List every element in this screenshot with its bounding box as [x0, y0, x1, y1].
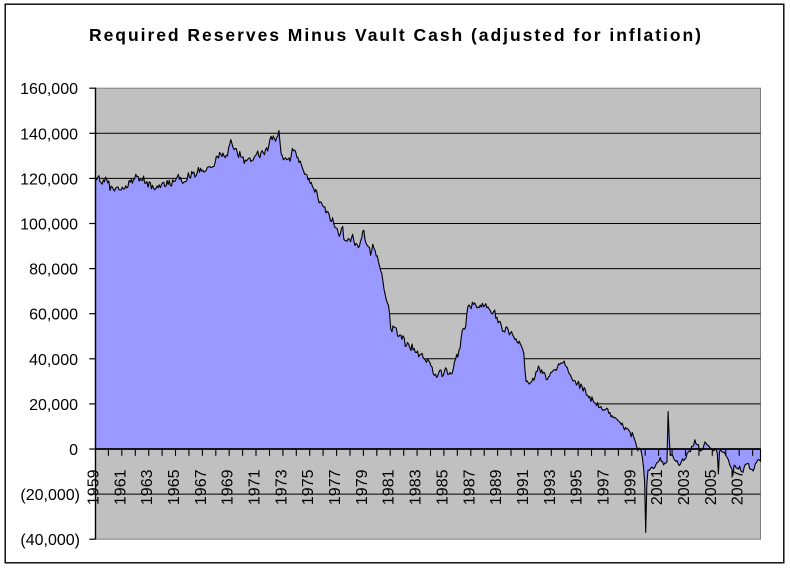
svg-text:1985: 1985	[434, 469, 451, 505]
svg-text:1975: 1975	[300, 469, 317, 505]
svg-text:120,000: 120,000	[20, 171, 78, 188]
svg-text:1995: 1995	[569, 469, 586, 505]
svg-text:80,000: 80,000	[29, 262, 78, 279]
svg-text:2005: 2005	[703, 469, 720, 505]
svg-text:(40,000): (40,000)	[20, 532, 80, 549]
svg-text:1989: 1989	[488, 469, 505, 505]
svg-text:Required Reserves Minus Vault: Required Reserves Minus Vault Cash (adju…	[89, 25, 701, 45]
svg-text:20,000: 20,000	[29, 397, 78, 414]
svg-text:1963: 1963	[139, 469, 156, 505]
svg-text:1965: 1965	[166, 469, 183, 505]
svg-text:1997: 1997	[596, 469, 613, 505]
svg-text:1991: 1991	[515, 469, 532, 505]
svg-text:1967: 1967	[193, 469, 210, 505]
svg-text:140,000: 140,000	[20, 126, 78, 143]
svg-text:1971: 1971	[247, 469, 264, 505]
svg-text:40,000: 40,000	[29, 352, 78, 369]
svg-text:1961: 1961	[112, 469, 129, 505]
svg-text:1973: 1973	[273, 469, 290, 505]
svg-text:2007: 2007	[730, 469, 747, 505]
svg-text:100,000: 100,000	[20, 217, 78, 234]
svg-text:0: 0	[69, 442, 78, 459]
svg-text:1983: 1983	[408, 469, 425, 505]
svg-text:1979: 1979	[354, 469, 371, 505]
svg-text:1977: 1977	[327, 469, 344, 505]
svg-text:2001: 2001	[649, 469, 666, 505]
svg-text:1959: 1959	[86, 469, 103, 505]
svg-text:1981: 1981	[381, 469, 398, 505]
svg-text:1969: 1969	[220, 469, 237, 505]
svg-text:1987: 1987	[461, 469, 478, 505]
svg-text:(20,000): (20,000)	[20, 487, 80, 504]
svg-text:60,000: 60,000	[29, 307, 78, 324]
svg-text:1999: 1999	[622, 469, 639, 505]
svg-text:2003: 2003	[676, 469, 693, 505]
svg-text:160,000: 160,000	[20, 81, 78, 98]
svg-text:1993: 1993	[542, 469, 559, 505]
